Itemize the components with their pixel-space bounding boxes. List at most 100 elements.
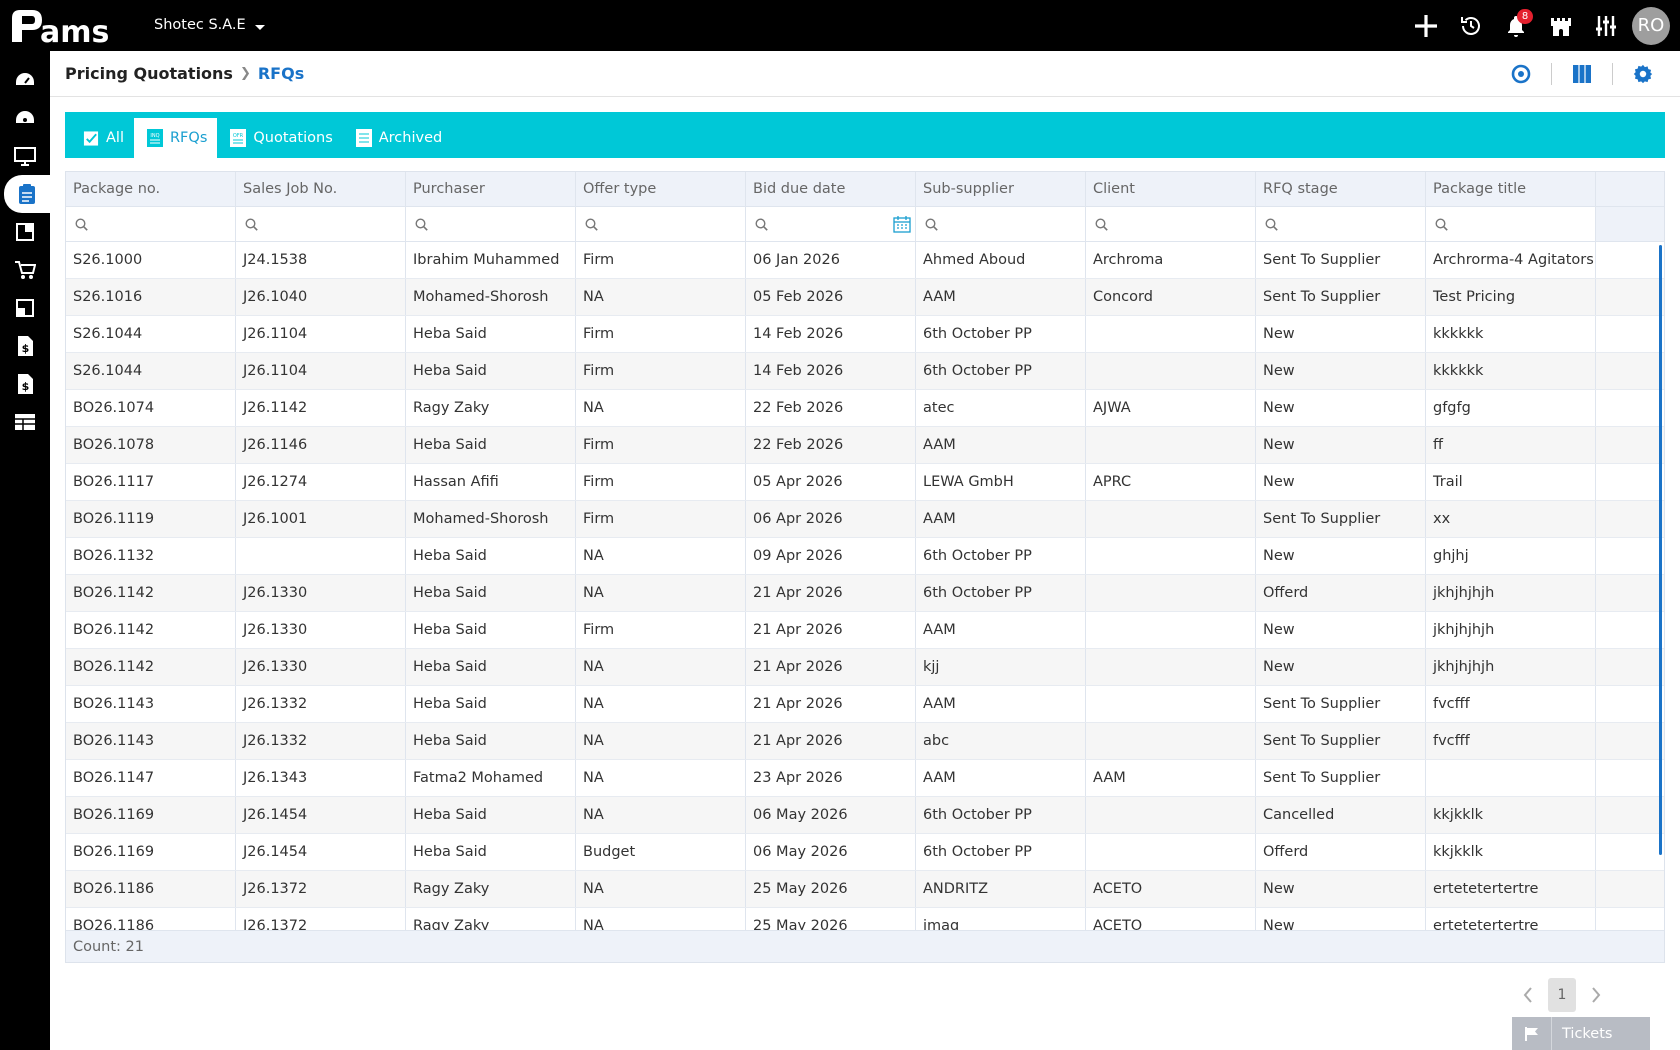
inq-doc-icon: INQ — [146, 129, 163, 147]
history-icon[interactable] — [1448, 0, 1493, 51]
rfq-stage-cell: Sent To Supplier — [1256, 242, 1426, 278]
rfq-stage-cell: Offerd — [1256, 834, 1426, 870]
sidebar-item-payments[interactable]: $ — [0, 365, 50, 403]
table-row[interactable]: BO26.1132 Heba Said NA 09 Apr 2026 6th Octob… — [66, 538, 1664, 575]
columns-icon[interactable] — [1567, 59, 1597, 89]
sub-supplier-cell: 6th October PP — [916, 834, 1086, 870]
table-row[interactable]: BO26.1143 J26.1332 Heba Said NA 21 Apr 2026 a… — [66, 723, 1664, 760]
sidebar-item-monitor[interactable] — [0, 137, 50, 175]
tab-all[interactable]: All — [70, 118, 134, 158]
table-row[interactable]: S26.1000 J24.1538 Ibrahim Muhammed Firm 06 J… — [66, 242, 1664, 279]
table-row[interactable]: BO26.1142 J26.1330 Heba Said Firm 21 Apr 202… — [66, 612, 1664, 649]
package-title-cell: ff — [1426, 427, 1596, 463]
gear-icon[interactable] — [1628, 59, 1658, 89]
next-page-icon[interactable] — [1589, 985, 1603, 1005]
row-spacer — [1596, 760, 1664, 796]
bell-icon[interactable]: 8 — [1493, 0, 1538, 51]
offer-type-cell: Firm — [576, 316, 746, 352]
sidebar-item-dashboard[interactable] — [0, 61, 50, 99]
column-header[interactable]: Offer type — [576, 172, 746, 206]
package-title-cell: kkkkkk — [1426, 316, 1596, 352]
invoice-dollar-icon: $ — [18, 336, 33, 356]
row-spacer — [1596, 649, 1664, 685]
column-header[interactable]: Package title — [1426, 172, 1596, 206]
page-number[interactable]: 1 — [1548, 978, 1576, 1012]
add-icon[interactable] — [1403, 0, 1448, 51]
filter-input[interactable] — [1426, 207, 1596, 241]
sub-supplier-cell: AAM — [916, 501, 1086, 537]
table-row[interactable]: BO26.1078 J26.1146 Heba Said Firm 22 Feb 202… — [66, 427, 1664, 464]
row-spacer — [1596, 575, 1664, 611]
sidebar-item-reports[interactable] — [0, 403, 50, 441]
table-row[interactable]: BO26.1074 J26.1142 Ragy Zaky NA 22 Feb 2026 a… — [66, 390, 1664, 427]
sub-supplier-cell: Ahmed Aboud — [916, 242, 1086, 278]
calendar-icon[interactable] — [893, 215, 911, 237]
tickets-button[interactable]: Tickets — [1512, 1017, 1650, 1050]
refresh-icon[interactable] — [1506, 59, 1536, 89]
bid-due-date-cell: 14 Feb 2026 — [746, 353, 916, 389]
table-row[interactable]: BO26.1143 J26.1332 Heba Said NA 21 Apr 2026 A… — [66, 686, 1664, 723]
column-header[interactable]: RFQ stage — [1256, 172, 1426, 206]
bid-due-date-cell: 05 Feb 2026 — [746, 279, 916, 315]
column-header[interactable]: Purchaser — [406, 172, 576, 206]
table-row[interactable]: S26.1016 J26.1040 Mohamed-Shorosh NA 05 Feb … — [66, 279, 1664, 316]
sidebar-item-pricing[interactable] — [4, 175, 50, 213]
filter-input[interactable] — [1256, 207, 1426, 241]
table-row[interactable]: BO26.1119 J26.1001 Mohamed-Shorosh Firm 06 A… — [66, 501, 1664, 538]
sidebar-item-modules[interactable] — [0, 213, 50, 251]
castle-icon[interactable] — [1538, 0, 1583, 51]
package-no-cell: BO26.1142 — [66, 649, 236, 685]
table-row[interactable]: BO26.1169 J26.1454 Heba Said NA 06 May 2026 6… — [66, 797, 1664, 834]
pams-logo[interactable]: ams — [10, 6, 132, 46]
purchaser-cell: Ragy Zaky — [406, 908, 576, 932]
svg-text:$: $ — [22, 342, 30, 355]
prev-page-icon[interactable] — [1521, 985, 1535, 1005]
table-icon — [15, 414, 35, 430]
filter-input[interactable] — [236, 207, 406, 241]
svg-text:ams: ams — [40, 15, 109, 46]
table-row[interactable]: S26.1044 J26.1104 Heba Said Firm 14 Feb 2026… — [66, 316, 1664, 353]
dashboard-icon — [16, 73, 34, 85]
table-row[interactable]: BO26.1142 J26.1330 Heba Said NA 21 Apr 2026 6… — [66, 575, 1664, 612]
table-row[interactable]: BO26.1186 J26.1372 Ragy Zaky NA 25 May 2026 i… — [66, 908, 1664, 932]
table-row[interactable]: BO26.1147 J26.1343 Fatma2 Mohamed NA 23 Apr … — [66, 760, 1664, 797]
column-header[interactable]: Client — [1086, 172, 1256, 206]
filter-input[interactable] — [746, 207, 916, 241]
breadcrumb-root[interactable]: Pricing Quotations — [65, 64, 233, 83]
bid-due-date-cell: 14 Feb 2026 — [746, 316, 916, 352]
offer-type-cell: NA — [576, 390, 746, 426]
filter-input[interactable] — [66, 207, 236, 241]
tab-quotations[interactable]: OFR Quotations — [217, 118, 342, 158]
sales-job-no-cell: J26.1372 — [236, 871, 406, 907]
avatar[interactable]: RO — [1632, 6, 1670, 45]
filter-input[interactable] — [406, 207, 576, 241]
table-row[interactable]: BO26.1142 J26.1330 Heba Said NA 21 Apr 2026 k… — [66, 649, 1664, 686]
cart-icon — [15, 261, 36, 279]
filter-input[interactable] — [576, 207, 746, 241]
rfq-stage-cell: New — [1256, 538, 1426, 574]
table-row[interactable]: BO26.1186 J26.1372 Ragy Zaky NA 25 May 2026 A… — [66, 871, 1664, 908]
purchaser-cell: Heba Said — [406, 316, 576, 352]
table-row[interactable]: S26.1044 J26.1104 Heba Said Firm 14 Feb 2026… — [66, 353, 1664, 390]
tab-archived[interactable]: Archived — [343, 118, 452, 158]
sales-job-no-cell: J26.1001 — [236, 501, 406, 537]
filter-input[interactable] — [916, 207, 1086, 241]
table-row[interactable]: BO26.1117 J26.1274 Hassan Afifi Firm 05 Apr … — [66, 464, 1664, 501]
sliders-icon[interactable] — [1583, 0, 1628, 51]
company-selector[interactable]: Shotec S.A.E — [154, 17, 265, 33]
tab-rfqs[interactable]: INQ RFQs — [133, 118, 218, 158]
sub-supplier-cell: atec — [916, 390, 1086, 426]
sidebar-item-invoices[interactable]: $ — [0, 327, 50, 365]
sidebar-item-analytics[interactable] — [0, 99, 50, 137]
column-header[interactable]: Sub-supplier — [916, 172, 1086, 206]
filter-input[interactable] — [1086, 207, 1256, 241]
table-row[interactable]: BO26.1169 J26.1454 Heba Said Budget 06 May 2… — [66, 834, 1664, 871]
scrollbar[interactable] — [1659, 245, 1662, 855]
column-header[interactable]: Package no. — [66, 172, 236, 206]
sidebar-item-layout[interactable] — [0, 289, 50, 327]
sidebar-item-purchase[interactable] — [0, 251, 50, 289]
sub-supplier-cell: AAM — [916, 686, 1086, 722]
row-spacer — [1596, 427, 1664, 463]
column-header[interactable]: Sales Job No. — [236, 172, 406, 206]
column-header[interactable]: Bid due date — [746, 172, 916, 206]
